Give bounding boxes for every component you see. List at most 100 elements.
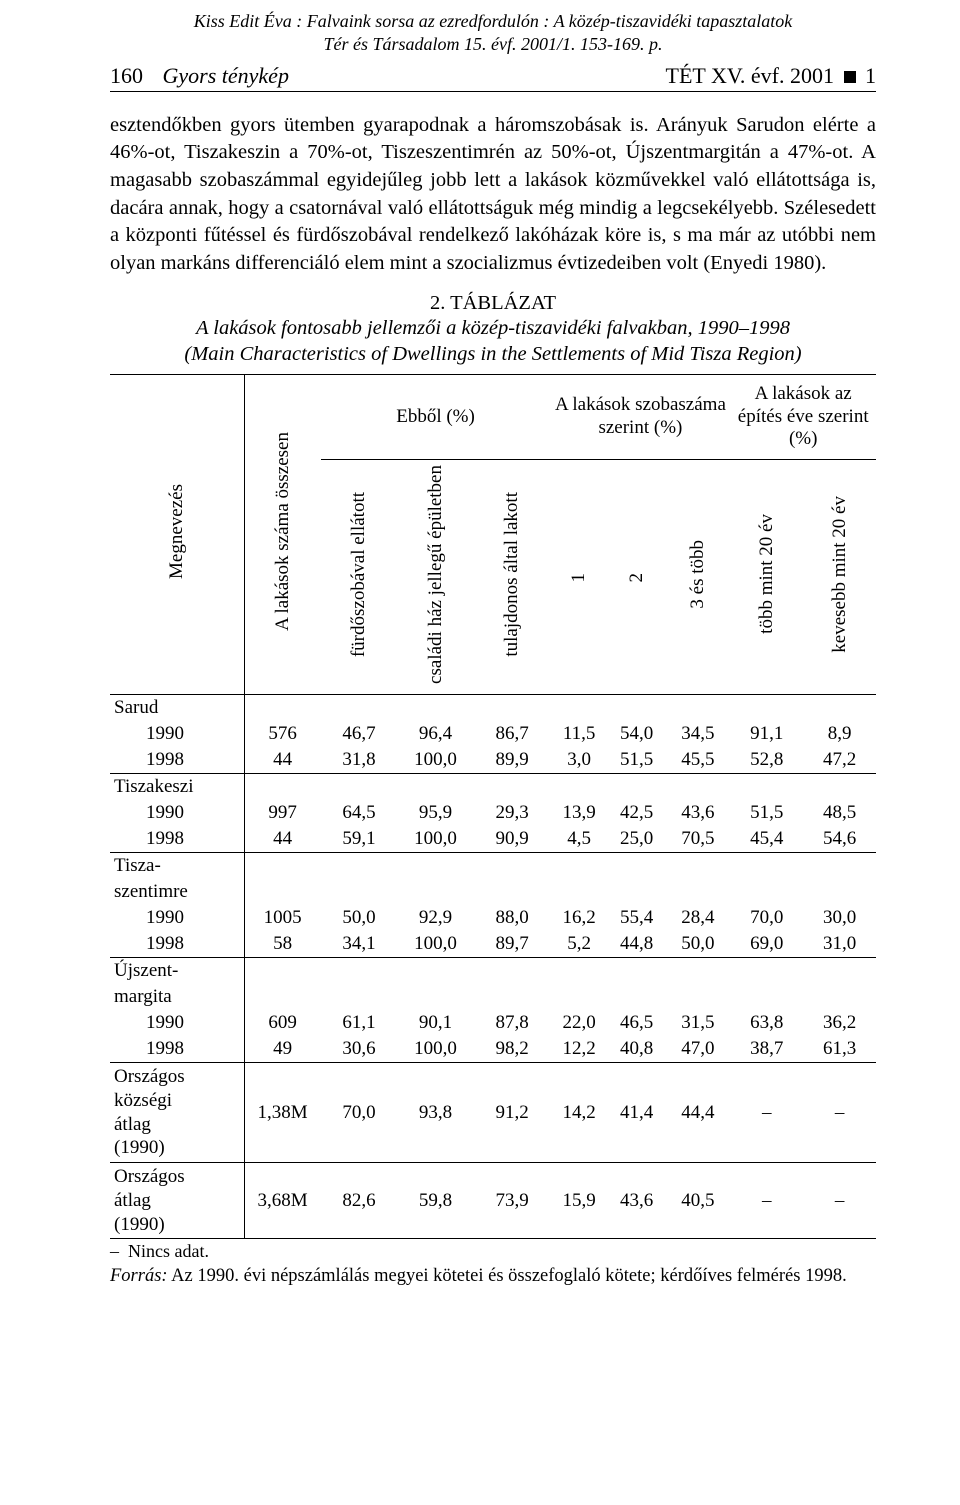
table-cell: 5,2 (550, 931, 607, 958)
table-row: 199060961,190,187,822,046,531,563,836,2 (110, 1010, 876, 1036)
table-cell (803, 695, 876, 722)
table-cell: 25,0 (608, 826, 665, 853)
th-kevesebb20: kevesebb mint 20 év (803, 460, 876, 695)
table-cell (321, 958, 398, 985)
table-cell: 82,6 (321, 1163, 398, 1239)
row-year: 1990 (110, 1010, 244, 1036)
table-row: 19984431,8100,089,93,051,545,552,847,2 (110, 747, 876, 774)
table-cell: 52,8 (730, 747, 803, 774)
table-cell: 30,6 (321, 1036, 398, 1063)
table-cell: 38,7 (730, 1036, 803, 1063)
table-row: Újszent- (110, 958, 876, 985)
table-cell: 89,7 (474, 931, 551, 958)
table-cell: 44,8 (608, 931, 665, 958)
table-cell (730, 853, 803, 880)
table-row: Országosátlag(1990)3,68M82,659,873,915,9… (110, 1163, 876, 1239)
table-row: 19985834,1100,089,75,244,850,069,031,0 (110, 931, 876, 958)
table-cell (397, 984, 474, 1010)
table-cell: – (803, 1063, 876, 1163)
table-cell (608, 879, 665, 905)
row-label: Országosátlag(1990) (110, 1163, 244, 1239)
table-cell: 51,5 (608, 747, 665, 774)
table-cell (397, 774, 474, 801)
th-sz2: 2 (608, 460, 665, 695)
table-cell: 73,9 (474, 1163, 551, 1239)
table-cell (474, 774, 551, 801)
table-cell (608, 984, 665, 1010)
table-cell: 51,5 (730, 800, 803, 826)
table-cell: 576 (244, 721, 321, 747)
row-label: Tisza- (110, 853, 244, 880)
table-row: margita (110, 984, 876, 1010)
th-csaladi: családi ház jellegű épületben (397, 460, 474, 695)
table-cell: 98,2 (474, 1036, 551, 1063)
table-cell: 91,2 (474, 1063, 551, 1163)
table-cell (730, 774, 803, 801)
table-cell (321, 879, 398, 905)
row-label: Újszent- (110, 958, 244, 985)
table-cell: 29,3 (474, 800, 551, 826)
table-cell (665, 958, 730, 985)
table-row: 1990100550,092,988,016,255,428,470,030,0 (110, 905, 876, 931)
table-cell: 49 (244, 1036, 321, 1063)
table-source: Forrás: Az 1990. évi népszámlálás megyei… (110, 1264, 876, 1288)
table-cell: 34,1 (321, 931, 398, 958)
th-szobaszam: A lakások szobaszáma szerint (%) (550, 375, 730, 460)
running-section: Gyors ténykép (163, 63, 289, 88)
table-cell (397, 958, 474, 985)
table-cell (803, 984, 876, 1010)
table-cell (397, 853, 474, 880)
table-cell (397, 879, 474, 905)
dwellings-table: Megnevezés A lakások száma összesen Ebbő… (110, 374, 876, 1239)
th-ebbol: Ebből (%) (321, 375, 551, 460)
table-cell: 89,9 (474, 747, 551, 774)
table-row: 199099764,595,929,313,942,543,651,548,5 (110, 800, 876, 826)
table-cell: 40,8 (608, 1036, 665, 1063)
table-cell: 31,5 (665, 1010, 730, 1036)
table-cell: 11,5 (550, 721, 607, 747)
table-cell: 100,0 (397, 1036, 474, 1063)
table-cell (550, 958, 607, 985)
table-cell: 64,5 (321, 800, 398, 826)
row-year: 1998 (110, 1036, 244, 1063)
running-journal: TÉT XV. évf. 2001 1 (666, 63, 876, 89)
table-cell (803, 879, 876, 905)
table-cell (803, 958, 876, 985)
table-cell: 86,7 (474, 721, 551, 747)
table-cell (321, 695, 398, 722)
row-year: 1990 (110, 905, 244, 931)
table-cell (244, 774, 321, 801)
table-cell (730, 958, 803, 985)
table-cell: 47,2 (803, 747, 876, 774)
table-cell: 34,5 (665, 721, 730, 747)
table-cell: 31,0 (803, 931, 876, 958)
th-furdoszoba: fürdőszobával ellátott (321, 460, 398, 695)
table-number: 2. TÁBLÁZAT (110, 292, 876, 315)
table-cell: 36,2 (803, 1010, 876, 1036)
table-cell: 46,7 (321, 721, 398, 747)
row-year: 1990 (110, 721, 244, 747)
ref-line-1: Kiss Edit Éva : Falvaink sorsa az ezredf… (194, 11, 792, 31)
table-cell: 70,0 (321, 1063, 398, 1163)
table-row: Országosközségiátlag(1990)1,38M70,093,89… (110, 1063, 876, 1163)
table-cell (474, 853, 551, 880)
table-cell: 59,8 (397, 1163, 474, 1239)
table-cell: 31,8 (321, 747, 398, 774)
table-cell: 54,6 (803, 826, 876, 853)
table-cell: 42,5 (608, 800, 665, 826)
table-cell (730, 984, 803, 1010)
table-cell: 43,6 (665, 800, 730, 826)
table-cell (474, 984, 551, 1010)
table-cell: 3,0 (550, 747, 607, 774)
table-cell: 1005 (244, 905, 321, 931)
table-cell: 50,0 (321, 905, 398, 931)
th-sz3: 3 és több (665, 460, 730, 695)
table-cell: 46,5 (608, 1010, 665, 1036)
table-cell (550, 879, 607, 905)
table-cell: 13,9 (550, 800, 607, 826)
table-cell (550, 853, 607, 880)
table-cell: 41,4 (608, 1063, 665, 1163)
table-cell: 28,4 (665, 905, 730, 931)
table-cell (244, 958, 321, 985)
ref-line-2: Tér és Társadalom 15. évf. 2001/1. 153-1… (324, 34, 663, 54)
